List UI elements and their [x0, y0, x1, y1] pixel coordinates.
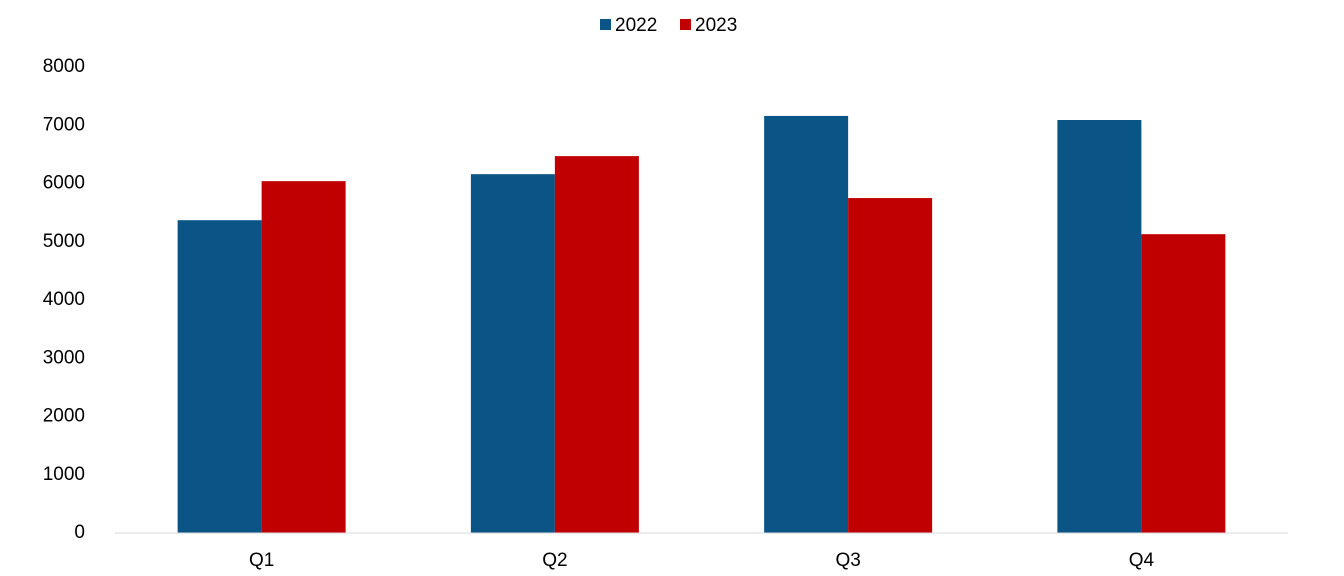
legend-label: 2023 — [695, 15, 737, 36]
bar — [177, 220, 262, 533]
x-tick-label: Q3 — [835, 550, 860, 571]
bar — [1141, 234, 1226, 534]
bar — [554, 156, 639, 533]
x-tick-label: Q1 — [249, 550, 274, 571]
legend-swatch — [680, 19, 691, 30]
x-tick-label: Q2 — [542, 550, 567, 571]
bar — [261, 181, 346, 534]
y-tick-label: 1000 — [43, 464, 85, 485]
bar — [848, 198, 933, 533]
y-tick-label: 4000 — [43, 289, 85, 310]
y-tick-label: 0 — [74, 522, 85, 543]
bar — [764, 115, 849, 534]
bar — [470, 174, 555, 533]
y-tick-label: 8000 — [43, 56, 85, 77]
y-tick-label: 5000 — [43, 231, 85, 252]
bar — [1057, 120, 1142, 533]
y-tick-label: 7000 — [43, 114, 85, 135]
y-tick-label: 6000 — [43, 173, 85, 194]
x-tick-label: Q4 — [1129, 550, 1155, 571]
legend-label: 2022 — [615, 15, 657, 36]
y-tick-label: 2000 — [43, 406, 85, 427]
y-tick-label: 3000 — [43, 347, 85, 368]
legend-swatch — [600, 19, 611, 30]
